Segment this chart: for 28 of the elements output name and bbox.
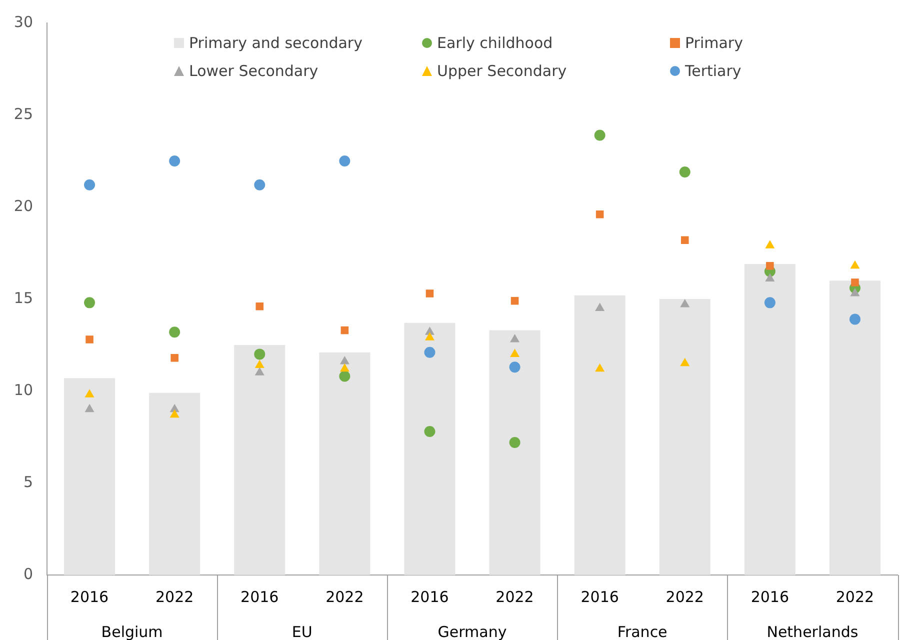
text: Netherlands [766, 622, 858, 640]
text: Germany [438, 622, 507, 640]
y-tick-label: 5 [23, 472, 33, 491]
legend-label: Early childhood [437, 34, 553, 52]
x-tick-label: 2016 [580, 588, 619, 606]
legend-label: Upper Secondary [437, 62, 567, 80]
x-tick-label: 2016 [410, 588, 449, 606]
legend-label: Primary [685, 34, 743, 52]
text: Belgium [101, 622, 163, 640]
x-tick-label: 2016 [750, 588, 790, 606]
legend-label: Lower Secondary [189, 62, 318, 80]
y-tick-label: 25 [14, 104, 33, 123]
text: France [617, 622, 668, 640]
x-tick-label: 2016 [70, 588, 109, 606]
text: EU [292, 622, 312, 640]
x-tick-label: 2022 [155, 588, 194, 606]
x-tick-label: 2022 [326, 588, 364, 606]
y-tick-label: 15 [14, 288, 33, 307]
y-tick-label: 20 [14, 196, 33, 215]
legend-label: Tertiary [685, 62, 742, 80]
x-tick-label: 2022 [666, 588, 704, 606]
legend-label: Primary and secondary [189, 34, 362, 52]
x-tick-label: 2022 [496, 588, 534, 606]
y-tick-label: 30 [14, 12, 33, 31]
y-tick-label: 10 [14, 380, 33, 399]
x-tick-label: 2022 [836, 588, 874, 606]
y-tick-label: 0 [23, 564, 33, 583]
x-tick-label: 2016 [240, 588, 279, 606]
